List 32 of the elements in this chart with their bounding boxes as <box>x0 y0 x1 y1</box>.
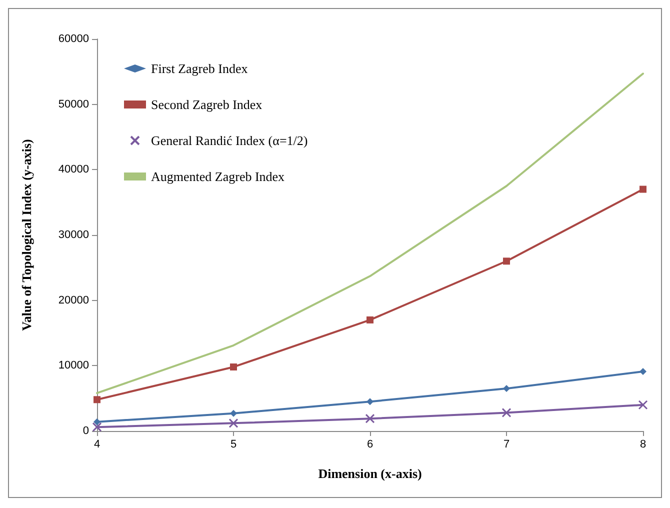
legend-label: First Zagreb Index <box>151 61 248 76</box>
point <box>503 258 510 265</box>
point <box>366 316 374 324</box>
x-axis-title: Dimension (x-axis) <box>318 466 422 481</box>
y-tick-label: 10000 <box>58 360 89 372</box>
y-tick-label: 0 <box>82 425 89 437</box>
x-tick-label: 6 <box>366 438 374 450</box>
point <box>365 414 375 424</box>
x-tick-label: 8 <box>640 438 646 450</box>
y-tick-label: 50000 <box>58 98 89 110</box>
point <box>640 368 646 376</box>
point <box>94 396 100 404</box>
x-tick-label: 5 <box>230 438 237 450</box>
y-tick-label: 30000 <box>58 229 89 241</box>
y-tick-label: 20000 <box>58 294 89 306</box>
point <box>230 363 237 370</box>
legend-label: General Randić Index (α=1/2) <box>151 133 308 148</box>
point <box>638 400 648 410</box>
legend-label: Augmented Zagreb Index <box>151 169 286 184</box>
point <box>503 385 510 392</box>
y-axis-title: Value of Topological Index (y-axis) <box>19 139 34 331</box>
y-tick-label: 60000 <box>58 33 89 45</box>
legend-label: Second Zagreb Index <box>151 97 263 112</box>
x-tick-label: 4 <box>94 438 100 450</box>
point <box>94 418 100 426</box>
point <box>230 410 237 417</box>
point <box>228 418 238 428</box>
point <box>366 398 374 406</box>
x-tick-label: 7 <box>503 438 510 450</box>
point <box>640 186 646 193</box>
y-tick-label: 40000 <box>58 164 89 176</box>
point <box>502 408 512 418</box>
